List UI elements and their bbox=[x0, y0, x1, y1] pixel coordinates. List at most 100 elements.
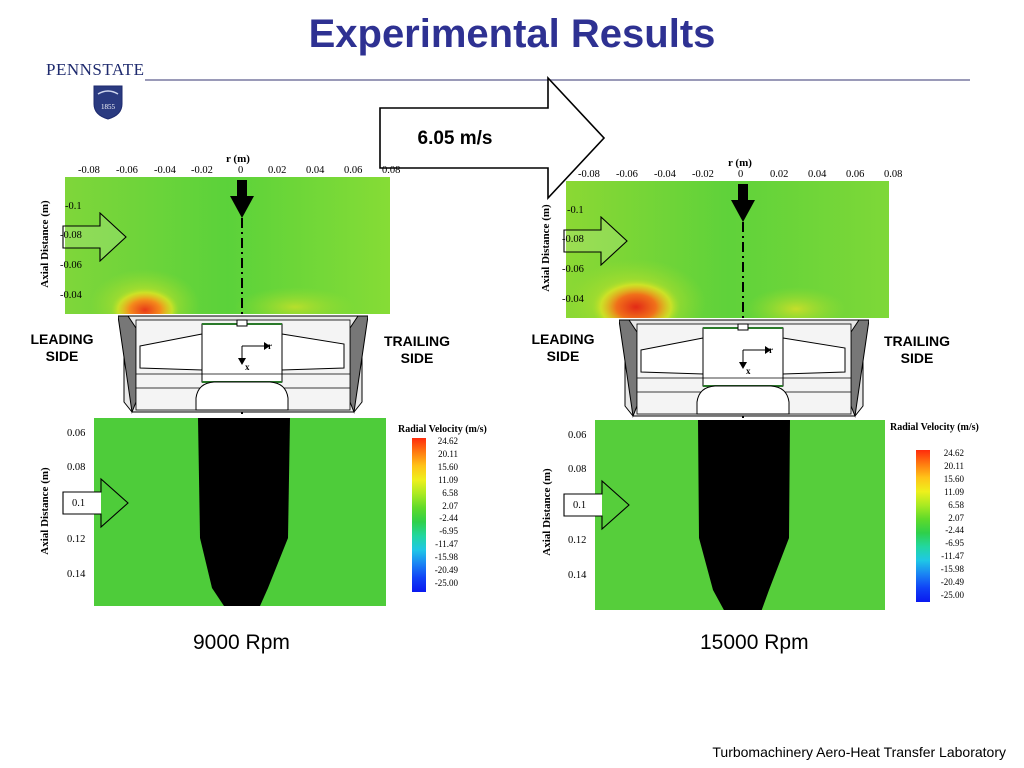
title-rule bbox=[145, 79, 970, 81]
upper-tick: -0.08 bbox=[60, 230, 82, 241]
outlet-arrow-icon bbox=[563, 479, 630, 531]
r-tick: 0.02 bbox=[268, 165, 287, 176]
lower-tick: 0.06 bbox=[67, 428, 86, 439]
outlet-arrow-icon bbox=[62, 477, 129, 529]
colorbar-gradient bbox=[916, 450, 930, 602]
leading-label-line1: LEADING bbox=[30, 331, 94, 347]
leading-label-line2: SIDE bbox=[546, 348, 580, 364]
logo-year: 1855 bbox=[101, 103, 116, 111]
r-tick: -0.04 bbox=[154, 165, 176, 176]
trailing-label-line2: SIDE bbox=[400, 350, 434, 366]
lower-velocity-field bbox=[595, 420, 885, 610]
colorbar-tick-label: 11.09 bbox=[438, 474, 458, 485]
r-tick-labels: -0.08 -0.06 -0.04 -0.02 0 0.02 0.04 0.06… bbox=[66, 165, 406, 177]
trailing-side-label: TRAILING SIDE bbox=[870, 333, 964, 367]
upper-velocity-field bbox=[566, 181, 889, 318]
colorbar-fill bbox=[916, 450, 930, 602]
leading-label-line1: LEADING bbox=[531, 331, 595, 347]
colorbar-tick-label: 11.09 bbox=[944, 486, 964, 497]
r-tick: 0.04 bbox=[808, 169, 827, 180]
r-tick: 0.02 bbox=[770, 169, 789, 180]
r-direction-label: r bbox=[769, 345, 773, 355]
pennstate-shield-icon: 1855 bbox=[93, 85, 123, 120]
lower-velocity-field bbox=[94, 418, 386, 606]
lower-tick: 0.12 bbox=[67, 534, 86, 545]
lower-tick: 0.08 bbox=[568, 464, 587, 475]
colorbar-values: 24.62 20.11 15.60 11.09 6.58 2.07 -2.44 -6.95 -1… bbox=[418, 435, 458, 590]
colorbar-tick-label: 24.62 bbox=[437, 436, 458, 446]
leading-side-label: LEADING SIDE bbox=[520, 331, 606, 365]
r-tick: -0.08 bbox=[78, 165, 100, 176]
colorbar-tick-label: 20.11 bbox=[944, 460, 964, 471]
colorbar-tick-label: -6.95 bbox=[439, 526, 458, 537]
r-axis-label: r (m) bbox=[728, 157, 752, 169]
upper-velocity-field bbox=[65, 177, 390, 314]
r-tick-labels: -0.08 -0.06 -0.04 -0.02 0 0.02 0.04 0.06… bbox=[566, 169, 911, 181]
colorbar-title: Radial Velocity (m/s) bbox=[398, 424, 487, 435]
r-tick: -0.06 bbox=[616, 169, 638, 180]
leading-label-line2: SIDE bbox=[45, 348, 79, 364]
panel-9000: r (m) -0.08 -0.06 -0.04 -0.02 0 0.02 0.0… bbox=[0, 0, 512, 700]
x-direction-label: x bbox=[746, 366, 751, 376]
colorbar-tick-label: -6.95 bbox=[945, 538, 964, 549]
flow-direction-arrow: 6.05 m/s bbox=[379, 76, 606, 200]
x-direction-label: x bbox=[245, 362, 250, 372]
upper-tick: -0.06 bbox=[562, 264, 584, 275]
r-tick: 0.04 bbox=[306, 165, 325, 176]
colorbar-tick-label: 15.60 bbox=[437, 461, 458, 472]
colorbar-values: 24.62 20.11 15.60 11.09 6.58 2.07 -2.44 -6.95 -1… bbox=[924, 447, 964, 602]
r-tick: 0.06 bbox=[344, 165, 363, 176]
lower-tick: 0.14 bbox=[67, 569, 86, 580]
upper-tick: -0.04 bbox=[60, 290, 82, 301]
rpm-label-15000: 15000 Rpm bbox=[700, 631, 809, 654]
r-direction-label: r bbox=[268, 341, 272, 351]
r-tick: 0.08 bbox=[382, 165, 401, 176]
colorbar-fill bbox=[412, 438, 426, 592]
r-tick: -0.08 bbox=[578, 169, 600, 180]
r-tick: 0 bbox=[738, 169, 744, 180]
r-axis-label: r (m) bbox=[226, 153, 250, 165]
colorbar-tick-label: -20.49 bbox=[940, 577, 964, 588]
lower-tick: 0.1 bbox=[573, 500, 587, 511]
colorbar-tick-label: -25.00 bbox=[434, 577, 458, 588]
r-tick: 0.08 bbox=[884, 169, 903, 180]
r-tick: -0.02 bbox=[191, 165, 213, 176]
upper-tick: -0.08 bbox=[562, 234, 584, 245]
colorbar-tick-label: 6.58 bbox=[948, 499, 964, 510]
slide-title: Experimental Results bbox=[308, 12, 716, 56]
upper-tick: -0.1 bbox=[567, 205, 584, 216]
colorbar-tick-label: 15.60 bbox=[943, 473, 964, 484]
pennstate-logo-text: PENNSTATE bbox=[46, 60, 145, 79]
colorbar-tick-label: -11.47 bbox=[941, 551, 964, 562]
lab-footer: Turbomachinery Aero-Heat Transfer Labora… bbox=[712, 744, 1006, 760]
r-tick: -0.02 bbox=[692, 169, 714, 180]
inlet-arrow-icon bbox=[563, 216, 628, 266]
r-tick: 0 bbox=[238, 165, 244, 176]
leading-side-label: LEADING SIDE bbox=[20, 331, 104, 365]
inlet-arrow-icon bbox=[62, 212, 127, 262]
trailing-label-line1: TRAILING bbox=[883, 333, 951, 349]
colorbar-tick-label: -20.49 bbox=[434, 565, 458, 576]
colorbar-tick-label: -15.98 bbox=[940, 564, 964, 575]
upper-tick: -0.1 bbox=[65, 201, 82, 212]
r-tick: -0.06 bbox=[116, 165, 138, 176]
rotor-schematic: r x bbox=[619, 184, 869, 420]
colorbar-tick-label: -11.47 bbox=[435, 539, 458, 550]
upper-tick: -0.04 bbox=[562, 294, 584, 305]
lower-tick: 0.14 bbox=[568, 570, 587, 581]
trailing-side-label: TRAILING SIDE bbox=[370, 333, 464, 367]
colorbar-tick-label: 24.62 bbox=[943, 448, 964, 458]
colorbar-title: Radial Velocity (m/s) bbox=[890, 422, 979, 433]
flow-velocity-label: 6.05 m/s bbox=[418, 128, 493, 149]
colorbar-gradient bbox=[412, 438, 426, 592]
lower-tick: 0.08 bbox=[67, 462, 86, 473]
r-tick: 0.06 bbox=[846, 169, 865, 180]
trailing-label-line1: TRAILING bbox=[383, 333, 451, 349]
rotor-schematic: r x bbox=[118, 180, 368, 416]
rpm-label-9000: 9000 Rpm bbox=[193, 631, 290, 654]
lower-tick: 0.06 bbox=[568, 430, 587, 441]
lower-tick: 0.1 bbox=[72, 498, 86, 509]
trailing-label-line2: SIDE bbox=[900, 350, 934, 366]
colorbar-tick-label: 6.58 bbox=[442, 487, 458, 498]
r-tick: -0.04 bbox=[654, 169, 676, 180]
